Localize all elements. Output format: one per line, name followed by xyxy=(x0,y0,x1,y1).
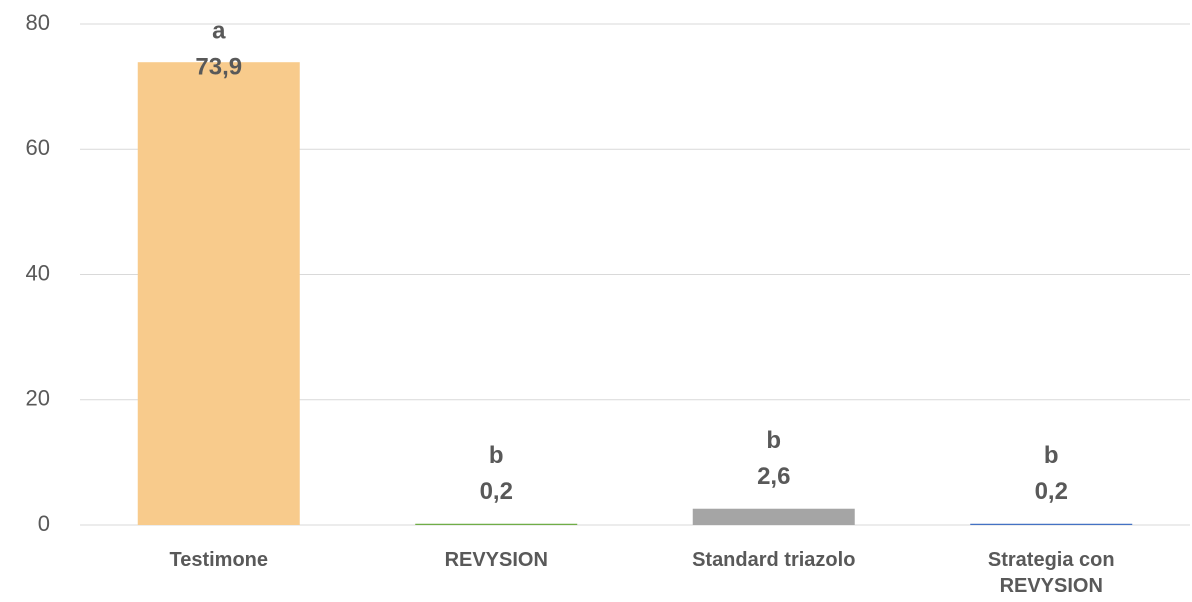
y-tick-label: 60 xyxy=(26,135,50,160)
y-tick-label: 80 xyxy=(26,10,50,35)
y-tick-label: 0 xyxy=(38,511,50,536)
significance-letter: b xyxy=(1044,442,1059,469)
value-label: 0,2 xyxy=(480,478,513,505)
x-tick-label: Testimone xyxy=(169,549,269,571)
y-tick-label: 40 xyxy=(26,260,50,285)
value-label: 2,6 xyxy=(757,463,790,490)
x-tick-label: REVYSION xyxy=(444,549,548,571)
bar xyxy=(137,62,300,526)
significance-letter: b xyxy=(766,427,781,454)
bar xyxy=(692,508,855,525)
y-tick-label: 20 xyxy=(26,386,50,411)
value-label: 0,2 xyxy=(1035,478,1068,505)
x-tick-label: Standard triazolo xyxy=(692,549,856,571)
significance-letter: a xyxy=(212,17,226,44)
significance-letter: b xyxy=(489,442,504,469)
x-tick-label: Strategia con REVYSION xyxy=(987,549,1115,597)
bar xyxy=(415,523,578,525)
value-label: 73,9 xyxy=(195,53,242,80)
bar xyxy=(970,523,1133,525)
